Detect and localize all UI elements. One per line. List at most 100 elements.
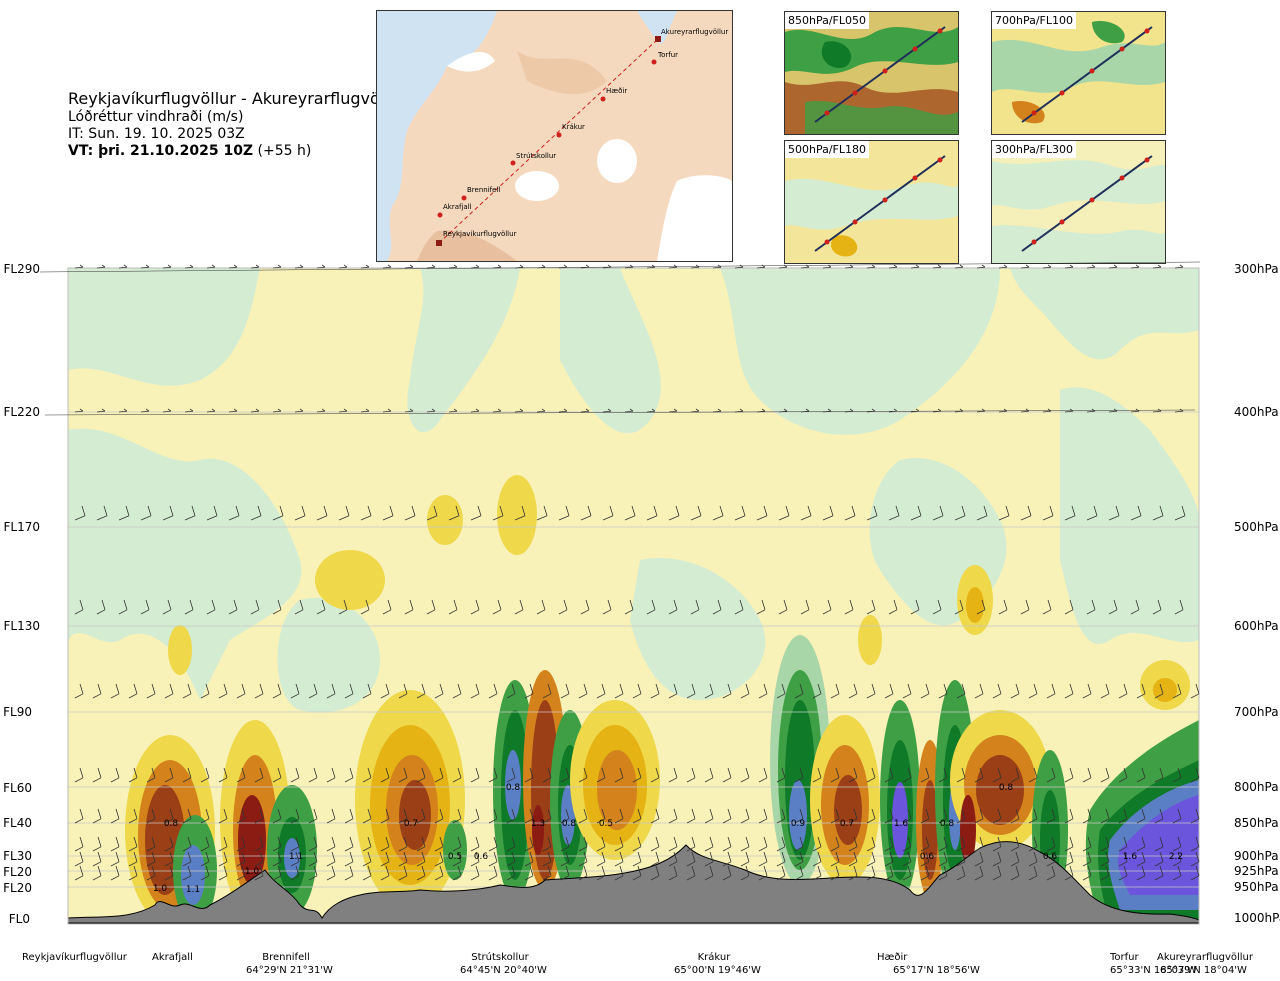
- wind-barb: [200, 767, 210, 783]
- wind-barb: [218, 836, 228, 852]
- fl-label: FL20: [3, 865, 32, 879]
- wind-barb: [362, 683, 372, 699]
- wind-barb: [250, 599, 260, 615]
- value-label: 0.8: [940, 819, 955, 829]
- wind-barb: [1010, 865, 1020, 881]
- wind-barb: [560, 851, 570, 867]
- level-panel-850-label: 850hPa/FL050: [785, 12, 870, 29]
- wind-barb: [794, 808, 804, 824]
- wind-barb: [668, 808, 678, 824]
- wind-barb: [1042, 505, 1054, 521]
- wind-barb: [254, 767, 264, 783]
- fl-label: FL40: [3, 816, 32, 830]
- wind-barb: [1190, 836, 1200, 852]
- wind-barb: [632, 808, 642, 824]
- wind-barb: [1086, 599, 1096, 615]
- wind-barb: [1154, 836, 1164, 852]
- wind-barb: [182, 851, 192, 867]
- wind-barb: [416, 808, 426, 824]
- wind-barb: [632, 865, 642, 881]
- wind-barb: [974, 865, 984, 881]
- wind-barb: [596, 851, 606, 867]
- map-label-torfur: Torfur: [658, 51, 679, 59]
- pressure-label: 950hPa: [1234, 880, 1279, 894]
- wind-barb: [536, 505, 548, 521]
- wind-barb: [184, 408, 194, 413]
- wind-barb: [272, 836, 282, 852]
- wind-barb: [162, 264, 172, 269]
- wind-barb: [668, 836, 678, 852]
- wind-barb: [758, 767, 768, 783]
- wind-barb: [452, 836, 462, 852]
- wind-barb: [164, 808, 174, 824]
- wind-barb: [646, 264, 656, 269]
- wind-barb: [74, 836, 84, 852]
- wind-barb: [686, 767, 696, 783]
- wind-barb: [624, 599, 634, 615]
- level-panel-500-label: 500hPa/FL180: [785, 141, 870, 158]
- wind-barb: [236, 683, 246, 699]
- wind-barb: [1028, 851, 1038, 867]
- wind-barb: [236, 836, 246, 852]
- wind-barb: [254, 836, 264, 852]
- wind-barb: [800, 408, 810, 413]
- wind-barb: [956, 836, 966, 852]
- wind-barb: [74, 264, 84, 269]
- wind-barb: [200, 865, 210, 881]
- wind-barb: [1130, 505, 1142, 521]
- wind-barb: [848, 808, 858, 824]
- wind-barb: [404, 505, 416, 521]
- value-label: 0.6: [1043, 852, 1058, 862]
- wind-barb: [294, 408, 304, 413]
- wind-barb: [1118, 865, 1128, 881]
- location-name: Akrafjall: [152, 952, 193, 963]
- value-label: 0.6: [920, 852, 935, 862]
- wind-barb: [492, 408, 502, 413]
- wind-barb: [344, 683, 354, 699]
- wind-barb: [992, 767, 1002, 783]
- value-label: 1.1: [186, 885, 200, 895]
- valid-time: VT: þri. 21.10.2025 10Z: [68, 143, 254, 159]
- level-panel-500[interactable]: 500hPa/FL180: [784, 140, 959, 264]
- wind-barb: [404, 599, 414, 615]
- wind-barb: [686, 851, 696, 867]
- fl-label: FL60: [3, 781, 32, 795]
- wind-barb: [734, 599, 744, 615]
- wind-barb: [344, 767, 354, 783]
- wind-barb: [954, 505, 966, 521]
- wind-barb: [596, 767, 606, 783]
- wind-barb: [206, 505, 218, 521]
- wind-barb: [992, 836, 1002, 852]
- wind-barb: [902, 808, 912, 824]
- level-panel-700[interactable]: 700hPa/FL100: [991, 11, 1166, 135]
- wind-barb: [602, 599, 612, 615]
- wind-barb: [398, 808, 408, 824]
- wind-barb: [822, 599, 832, 615]
- level-panel-850[interactable]: 850hPa/FL050: [784, 11, 959, 135]
- wind-barb: [632, 767, 642, 783]
- wind-barb: [326, 865, 336, 881]
- wind-barb: [740, 683, 750, 699]
- location-coord: 64°29'N 21°31'W: [246, 965, 333, 976]
- level-panel-300[interactable]: 300hPa/FL300: [991, 140, 1166, 264]
- wind-barb: [560, 683, 570, 699]
- wind-barb: [1130, 264, 1140, 269]
- wind-barb: [734, 505, 746, 521]
- wind-barb: [938, 683, 948, 699]
- map-label-brennifell: Brennifell: [467, 186, 501, 194]
- wind-barb: [272, 767, 282, 783]
- wind-barb: [884, 683, 894, 699]
- wind-barb: [822, 264, 832, 269]
- wind-barb: [434, 767, 444, 783]
- wind-barb: [822, 505, 834, 521]
- wind-barb: [488, 865, 498, 881]
- wind-barb: [1010, 851, 1020, 867]
- wind-barb: [470, 836, 480, 852]
- wind-barb: [614, 683, 624, 699]
- wind-barb: [146, 767, 156, 783]
- wind-barb: [360, 264, 370, 269]
- wind-barb: [1172, 836, 1182, 852]
- wind-barb: [1154, 865, 1164, 881]
- wind-barb: [206, 408, 216, 413]
- wind-barb: [1046, 836, 1056, 852]
